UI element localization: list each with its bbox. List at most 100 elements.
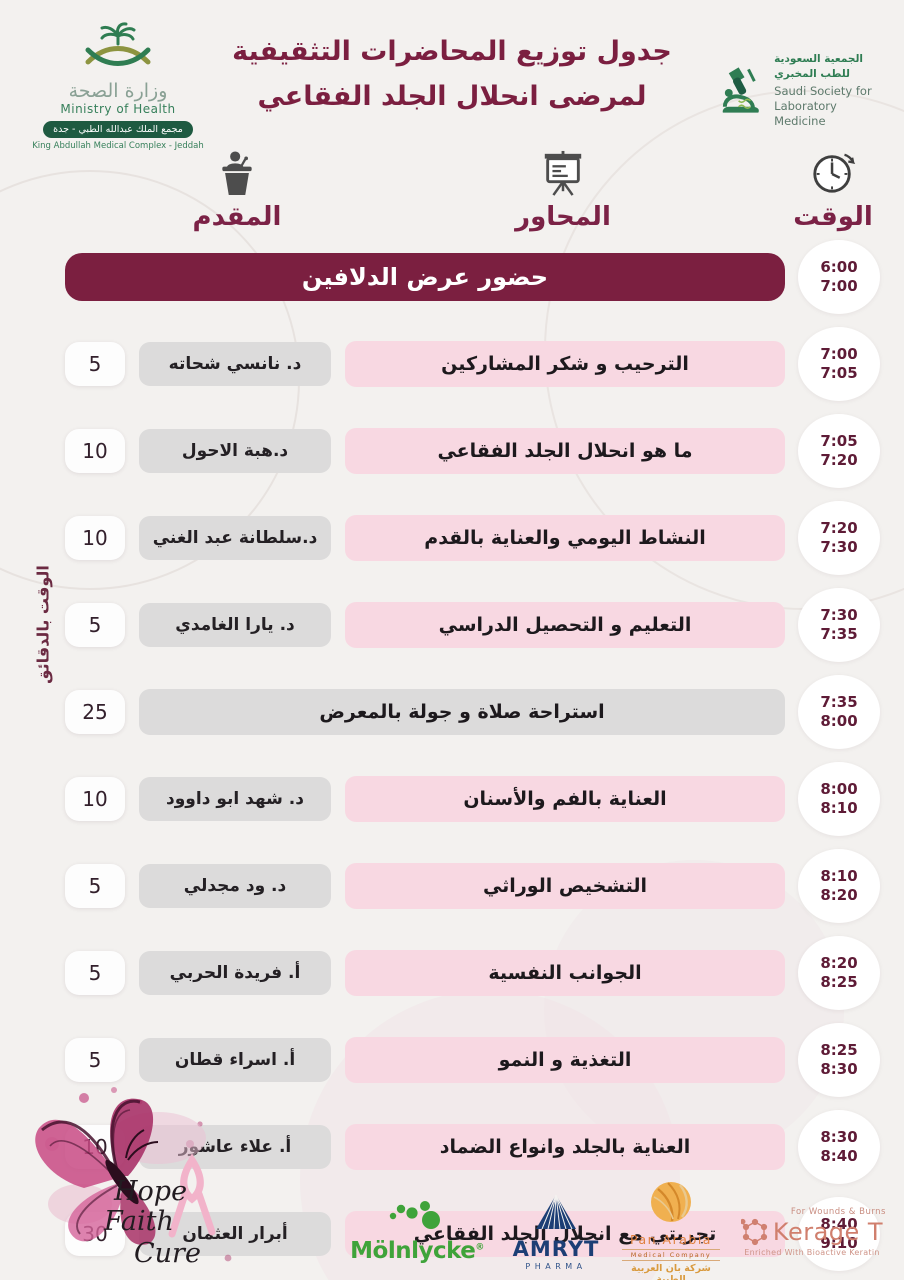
time-start: 7:20 [820, 519, 858, 538]
sslm-en-line1: Saudi Society for [774, 84, 872, 99]
moh-title-ar: وزارة الصحة [68, 80, 168, 102]
presenter-badge: د. ود مجدلي [139, 864, 331, 908]
presenter-badge: د.سلطانة عبد الغني [139, 516, 331, 560]
presenter-badge: أبرار العثمان [139, 1212, 331, 1256]
amryt-triangle-icon [536, 1194, 576, 1230]
time-end: 7:35 [820, 625, 858, 643]
kerage-tagline-top: For Wounds & Burns [790, 1207, 886, 1217]
presenter-badge: د. يارا الغامدي [139, 603, 331, 647]
break-topic-badge: استراحة صلاة و جولة بالمعرض [139, 689, 785, 735]
time-badge: 8:25 8:30 [798, 1023, 880, 1097]
time-badge: 7:35 8:00 [798, 675, 880, 749]
topic-badge: النشاط اليومي والعناية بالقدم [345, 515, 785, 561]
microscope-icon [722, 67, 759, 113]
presenter-badge: د. شهد ابو داوود [139, 777, 331, 821]
duration-badge: 10 [65, 777, 125, 821]
time-end: 8:00 [820, 712, 858, 730]
time-start: 6:00 [820, 258, 858, 277]
molnlycke-wordmark: Mölnlycke [350, 1238, 476, 1264]
time-start: 7:35 [820, 693, 858, 712]
hope-faith-cure-butterfly: Hope Faith Cure [22, 1082, 262, 1280]
time-badge: 7:00 7:05 [798, 327, 880, 401]
duration-badge: 5 [65, 342, 125, 386]
amryt-wordmark: AMRYT [512, 1237, 600, 1261]
schedule-row: 25 استراحة صلاة و جولة بالمعرض 7:35 8:00 [65, 675, 880, 749]
presenter-badge: د. نانسي شحاته [139, 342, 331, 386]
time-start: 8:20 [820, 954, 858, 973]
schedule-row: 5 د. ود مجدلي التشخيص الوراثي 8:10 8:20 [65, 849, 880, 923]
time-end: 8:25 [820, 973, 858, 991]
time-badge: 7:30 7:35 [798, 588, 880, 662]
sslm-en-line2: Laboratory Medicine [774, 99, 837, 129]
topic-badge: الجوانب النفسية [345, 950, 785, 996]
sponsor-logos: Mölnlycke® AMRYT PHARMA Pan A [338, 1182, 898, 1280]
sslm-name-ar: الجمعية السعودية للطب المخبري [774, 52, 890, 82]
time-badge: 8:40 9:10 [798, 1197, 880, 1271]
butterfly-word-cure: Cure [134, 1238, 201, 1269]
page-title-line1: جدول توزيع المحاضرات التثقيفية [232, 36, 672, 67]
presenter-badge: أ. اسراء قطان [139, 1038, 331, 1082]
page-title: جدول توزيع المحاضرات التثقيفية لمرضى انح… [212, 30, 692, 119]
time-start: 8:00 [820, 780, 858, 799]
schedule-row: 10 د.هبة الاحول ما هو انحلال الجلد الفقاعي… [65, 414, 880, 488]
topic-badge: التعليم و التحصيل الدراسي [345, 602, 785, 648]
time-end: 8:40 [820, 1147, 858, 1165]
time-badge: 6:00 7:00 [798, 240, 880, 314]
pan-arabia-wordmark: Pan Arabia [630, 1232, 712, 1247]
time-badge: 8:20 8:25 [798, 936, 880, 1010]
keratin-molecule-icon [740, 1218, 768, 1246]
kerage-tagline-bottom: Enriched With Bioactive Keratin [744, 1248, 880, 1257]
time-end: 7:20 [820, 451, 858, 469]
moh-complex-ar: مجمع الملك عبدالله الطبي - جدة [43, 121, 193, 138]
duration-badge: 25 [65, 690, 125, 734]
duration-badge: 10 [65, 516, 125, 560]
duration-badge: 5 [65, 1038, 125, 1082]
moh-complex-en: King Abdullah Medical Complex - Jeddah [32, 141, 204, 151]
minutes-side-label: الوقت بالدقائق [33, 565, 53, 684]
schedule-row: 10 د. شهد ابو داوود العناية بالفم والأسنان… [65, 762, 880, 836]
column-header-presenter: المقدم [152, 150, 322, 232]
podium-speaker-icon [222, 151, 252, 195]
clock-icon [813, 153, 856, 193]
presenter-column-label: المقدم [192, 202, 282, 232]
time-badge: 7:05 7:20 [798, 414, 880, 488]
presenter-badge: د.هبة الاحول [139, 429, 331, 473]
time-start: 8:40 [820, 1215, 858, 1234]
pan-arabia-subtitle: Medical Company [622, 1249, 720, 1261]
sslm-ar-line2: للطب المخبري [774, 68, 850, 81]
duration-badge: 10 [65, 429, 125, 473]
schedule-row: 5 أ. فريدة الحربي الجوانب النفسية 8:20 8:25 [65, 936, 880, 1010]
butterfly-icon: Hope Faith Cure [35, 1087, 232, 1269]
saudi-society-logo: الجمعية السعودية للطب المخبري Saudi Soci… [715, 52, 890, 129]
presenter-badge: أ. فريدة الحربي [139, 951, 331, 995]
schedule-banner-row: حضور عرض الدلافين 6:00 7:00 [65, 240, 880, 314]
schedule-row: 5 د. نانسي شحاته الترحيب و شكر المشاركين 7:… [65, 327, 880, 401]
column-header-topics: المحاور [478, 150, 648, 232]
topic-badge: العناية بالجلد وانواع الضماد [345, 1124, 785, 1170]
time-start: 8:25 [820, 1041, 858, 1060]
time-end: 8:20 [820, 886, 858, 904]
presentation-board-icon [544, 150, 582, 196]
time-start: 8:30 [820, 1128, 858, 1147]
registered-mark: ® [475, 1242, 484, 1253]
time-start: 7:00 [820, 345, 858, 364]
pan-arabia-arabic: شركة بان العربية الطبية [631, 1263, 711, 1280]
column-header-time: الوقت [748, 150, 904, 232]
topics-column-label: المحاور [515, 202, 611, 232]
time-end: 8:10 [820, 799, 858, 817]
molnlycke-logo: Mölnlycke® [338, 1200, 496, 1264]
duration-badge: 5 [65, 603, 125, 647]
molnlycke-dots-icon [389, 1201, 440, 1229]
topic-badge: التشخيص الوراثي [345, 863, 785, 909]
time-badge: 8:10 8:20 [798, 849, 880, 923]
sslm-ar-line1: الجمعية السعودية [774, 53, 863, 65]
time-end: 7:05 [820, 364, 858, 382]
time-end: 8:30 [820, 1060, 858, 1078]
time-start: 7:30 [820, 606, 858, 625]
time-badge: 8:30 8:40 [798, 1110, 880, 1184]
ministry-of-health-logo: وزارة الصحة Ministry of Health مجمع المل… [18, 22, 218, 151]
time-start: 8:10 [820, 867, 858, 886]
kerage-wordmark: Kerage T [772, 1218, 884, 1246]
